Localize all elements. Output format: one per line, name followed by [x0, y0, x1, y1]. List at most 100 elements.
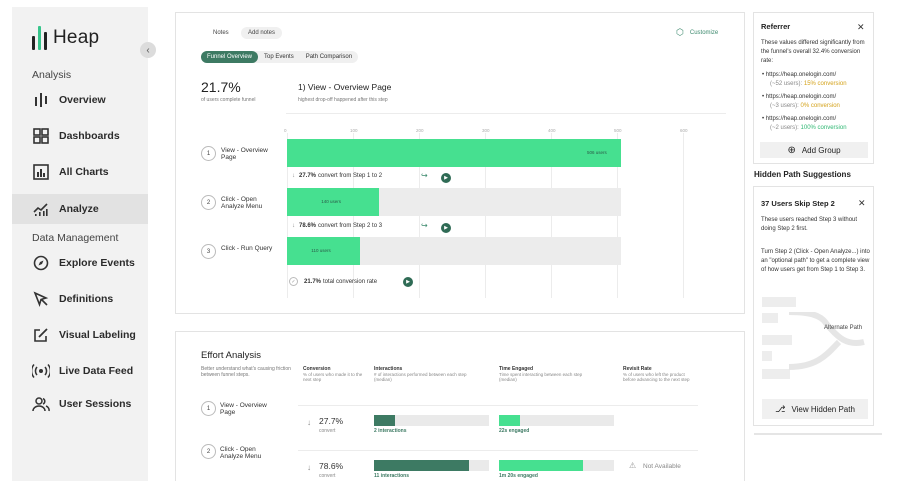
- sidebar-item-visual-labeling[interactable]: Visual Labeling: [12, 320, 148, 350]
- customize-button[interactable]: ⬡ Customize: [676, 27, 718, 38]
- sidebar-item-overview[interactable]: Overview: [12, 85, 148, 115]
- effort-panel: Effort Analysis Better understand what's…: [175, 331, 745, 481]
- chevron-left-icon: ‹: [146, 44, 150, 56]
- divider: [754, 433, 882, 435]
- revisit-not-available: Not Available: [643, 463, 681, 470]
- tab-top-events[interactable]: Top Events: [264, 54, 294, 60]
- sidebar-item-label: Live Data Feed: [59, 365, 134, 377]
- customize-label: Customize: [689, 29, 719, 36]
- overview-icon: [32, 91, 50, 109]
- sidebar-item-analyze[interactable]: Analyze: [12, 194, 148, 224]
- funnel-bar-label: 506 users: [586, 150, 607, 155]
- step-number: 3: [201, 244, 216, 259]
- conversion-step-1-2: ↓ 27.7% convert from Step 1 to 2: [292, 173, 382, 179]
- tab-funnel-overview[interactable]: Funnel Overview: [201, 51, 259, 63]
- alternate-path-label: Alternate Path: [824, 325, 863, 331]
- effort-desc: Better understand what's causing frictio…: [201, 366, 291, 378]
- col-conversion: Conversion: [303, 366, 331, 372]
- sidebar-item-explore-events[interactable]: Explore Events: [12, 248, 148, 278]
- referrer-item[interactable]: • https://heap.onelogin.com/ (~2 users):…: [762, 116, 847, 131]
- step-number: 1: [201, 146, 216, 161]
- view-hidden-path-label: View Hidden Path: [791, 404, 855, 414]
- funnel-bar-step-2[interactable]: [287, 188, 380, 216]
- conv-text: convert from Step 2 to 3: [318, 223, 383, 229]
- referrer-title: Referrer: [761, 22, 791, 31]
- overall-conversion: 21.7%: [201, 79, 241, 95]
- referrer-url: https://heap.onelogin.com/: [765, 94, 837, 100]
- dropoff-step-title: 1) View - Overview Page: [298, 82, 392, 92]
- play-icon[interactable]: ▶: [403, 277, 413, 287]
- row-divider: [298, 405, 698, 406]
- plus-circle-icon: ⊕: [787, 144, 796, 156]
- referrer-pct: 15% conversion: [803, 81, 847, 87]
- ghost-bar: [762, 351, 772, 361]
- close-icon[interactable]: ✕: [858, 198, 866, 208]
- arrow-down-icon: ↓: [292, 223, 295, 229]
- overall-conversion-sub: of users complete funnel: [201, 97, 256, 103]
- effort-conversion-sub: convert: [319, 428, 336, 434]
- tab-path-comparison[interactable]: Path Comparison: [305, 54, 353, 60]
- arrow-right-icon: ↪: [421, 171, 428, 180]
- broadcast-icon: [32, 362, 50, 380]
- time-bar: [499, 460, 583, 471]
- step-number: 2: [201, 195, 216, 210]
- add-group-button[interactable]: ⊕ Add Group: [760, 142, 868, 158]
- time-bar: [499, 415, 520, 426]
- axis-tick-label: 0: [284, 128, 287, 133]
- funnel-tabs: Funnel Overview Top Events Path Comparis…: [201, 51, 359, 63]
- referrer-item[interactable]: • https://heap.onelogin.com/ (~3 users):…: [762, 94, 840, 109]
- sidebar-item-user-sessions[interactable]: User Sessions: [12, 389, 148, 419]
- view-hidden-path-button[interactable]: ⎇ View Hidden Path: [762, 399, 868, 419]
- funnel-bar-step-1[interactable]: [287, 139, 621, 167]
- interactions-bar-bg: [374, 415, 489, 426]
- col-interactions-desc: # of interactions performed between each…: [374, 372, 467, 382]
- interactions-bar: [374, 460, 470, 471]
- conv-pct: 78.6%: [299, 223, 317, 229]
- edit-icon: [32, 326, 50, 344]
- col-revisit-rate: Revisit Rate: [623, 366, 652, 372]
- notes-tab[interactable]: Notes: [213, 30, 229, 36]
- interactions-label: 2 interactions: [374, 428, 407, 434]
- referrer-url: https://heap.onelogin.com/: [765, 116, 837, 122]
- referrer-users: (~3 users):: [770, 103, 799, 109]
- referrer-pct: 100% conversion: [800, 125, 847, 131]
- time-bar-bg: [499, 415, 614, 426]
- heap-logo[interactable]: Heap: [32, 26, 99, 50]
- step-name: View - Overview Page: [221, 147, 268, 161]
- collapse-sidebar-button[interactable]: ‹: [140, 42, 156, 58]
- heap-logo-icon: [32, 26, 50, 50]
- hidden-path-card: 37 Users Skip Step 2 ✕ These users reach…: [753, 186, 874, 426]
- hidden-path-text1: These users reached Step 3 without doing…: [761, 217, 858, 232]
- time-label: 22s engaged: [499, 428, 530, 434]
- users-icon: [32, 395, 50, 413]
- col-time-engaged: Time Engaged: [499, 366, 534, 372]
- sidebar-item-label: Visual Labeling: [59, 329, 136, 341]
- referrer-desc: These values differed significantly from…: [761, 40, 865, 64]
- sidebar-item-dashboards[interactable]: Dashboards: [12, 121, 148, 151]
- sidebar-item-label: All Charts: [59, 166, 109, 178]
- axis-tick-label: 500: [614, 128, 622, 133]
- ghost-bar: [762, 369, 790, 379]
- referrer-url: https://heap.onelogin.com/: [765, 72, 837, 78]
- warning-icon: ⚠: [629, 461, 637, 470]
- sidebar-item-all-charts[interactable]: All Charts: [12, 157, 148, 187]
- close-icon[interactable]: ✕: [857, 22, 865, 32]
- add-notes-button[interactable]: Add notes: [241, 27, 283, 39]
- sidebar-item-live-data-feed[interactable]: Live Data Feed: [12, 356, 148, 386]
- play-icon[interactable]: ▶: [441, 223, 451, 233]
- arrow-right-icon: ↪: [421, 221, 428, 230]
- referrer-item[interactable]: • https://heap.onelogin.com/ (~52 users)…: [762, 72, 847, 87]
- effort-conversion: 27.7%: [319, 416, 344, 426]
- axis-tick-label: 300: [482, 128, 490, 133]
- funnel-bar-label: 140 users: [321, 199, 341, 204]
- alternate-path-curve: [788, 312, 865, 370]
- funnel-bar-step-3[interactable]: [287, 237, 360, 265]
- ghost-bar: [762, 335, 792, 345]
- interactions-label: 11 interactions: [374, 473, 410, 479]
- sidebar: Heap Analysis Overview Dashboards All Ch…: [12, 7, 148, 481]
- ghost-bar: [762, 313, 778, 323]
- play-icon[interactable]: ▶: [441, 173, 451, 183]
- hidden-path-text2: Turn Step 2 (Click - Open Analyze...) in…: [761, 249, 870, 273]
- sidebar-item-definitions[interactable]: Definitions: [12, 284, 148, 314]
- section-data-management: Data Management: [32, 232, 119, 244]
